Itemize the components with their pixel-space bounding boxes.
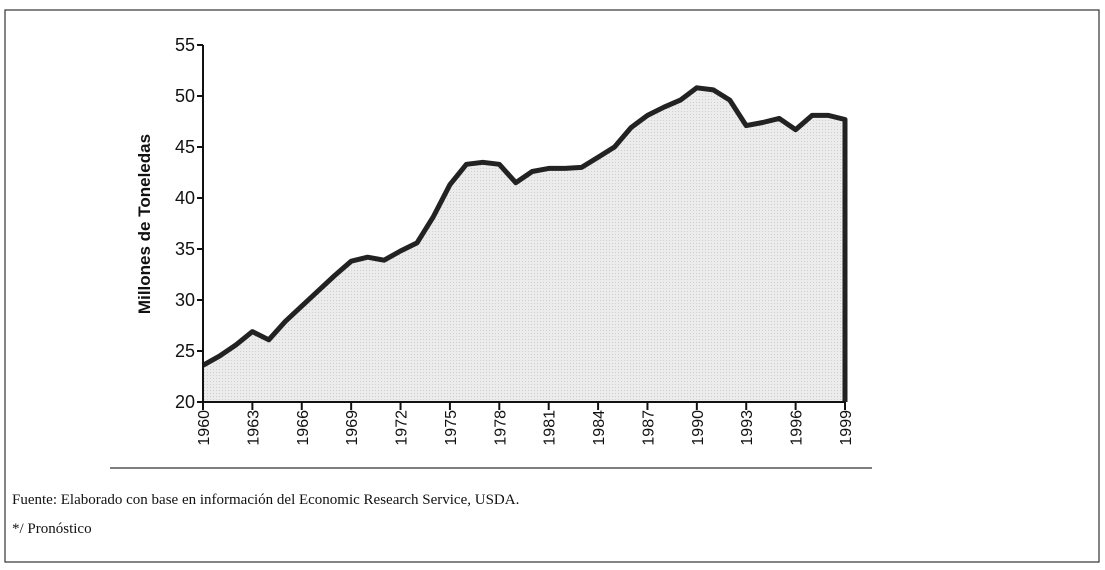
x-tick-label: 1993 [739,410,756,446]
y-tick-label: 55 [175,35,195,55]
y-axis-label: Millones de Toneledas [135,134,154,314]
frame [4,9,1100,563]
x-tick-label: 1975 [443,410,460,446]
y-tick-label: 30 [175,290,195,310]
y-tick-label: 35 [175,239,195,259]
note: */ Pronóstico [12,521,92,537]
y-tick-label: 45 [175,137,195,157]
x-tick-label: 1999 [838,410,855,446]
x-tick-label: 1996 [789,410,806,446]
y-tick-label: 50 [175,86,195,106]
x-tick-label: 1963 [245,410,262,446]
x-tick-label: 1966 [295,410,312,446]
area-fill [203,87,845,403]
x-tick-label: 1972 [394,410,411,446]
y-tick-label: 25 [175,341,195,361]
area-line [201,85,848,402]
x-tick-label: 1990 [690,410,707,446]
x-tick-label: 1978 [492,410,509,446]
y-tick-label: 20 [175,392,195,412]
y-tick-label: 40 [175,188,195,208]
x-tick-label: 1969 [344,410,361,446]
x-tick-label: 1984 [591,410,608,446]
x-tick-label: 1960 [196,410,213,446]
x-tick-label: 1987 [640,410,657,446]
source: Fuente: Elaborado con base en informació… [12,492,519,508]
x-tick-label: 1981 [542,410,559,446]
